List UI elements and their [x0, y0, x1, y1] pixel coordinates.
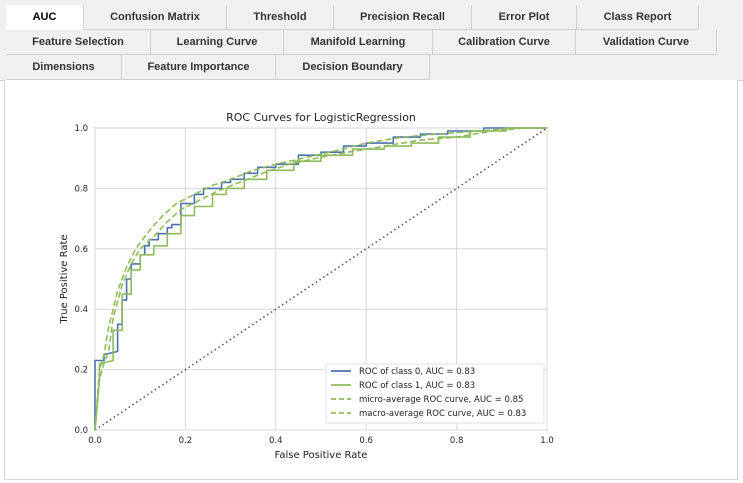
chart-title: ROC Curves for LogisticRegression	[226, 111, 416, 124]
legend-label-class0: ROC of class 0, AUC = 0.83	[359, 367, 475, 377]
y-tick-label: 0.8	[74, 184, 88, 194]
x-tick-label: 0.0	[88, 436, 102, 446]
x-tick-label: 0.2	[179, 436, 193, 446]
x-axis-label: False Positive Rate	[275, 450, 368, 461]
x-tick-label: 0.4	[269, 436, 283, 446]
x-tick-label: 0.6	[359, 436, 373, 446]
y-tick-label: 0.2	[74, 366, 88, 376]
legend-label-micro: micro-average ROC curve, AUC = 0.85	[359, 395, 523, 405]
x-tick-label: 1.0	[540, 436, 554, 446]
legend-label-class1: ROC of class 1, AUC = 0.83	[359, 381, 475, 391]
roc-chart: 0.0 0.2 0.4 0.6 0.8 1.0 0.0 0.2 0.4 0.6 0.8 1.0 ROC…	[0, 0, 743, 483]
legend-label-macro: macro-average ROC curve, AUC = 0.83	[359, 409, 526, 419]
y-tick-label: 0.0	[74, 426, 88, 436]
x-tick-label: 0.8	[450, 436, 464, 446]
legend: ROC of class 0, AUC = 0.83 ROC of class …	[326, 364, 544, 423]
y-tick-label: 0.6	[74, 245, 88, 255]
y-tick-label: 1.0	[74, 124, 88, 134]
y-tick-label: 0.4	[74, 305, 88, 315]
y-axis-label: True Positive Rate	[59, 234, 70, 324]
